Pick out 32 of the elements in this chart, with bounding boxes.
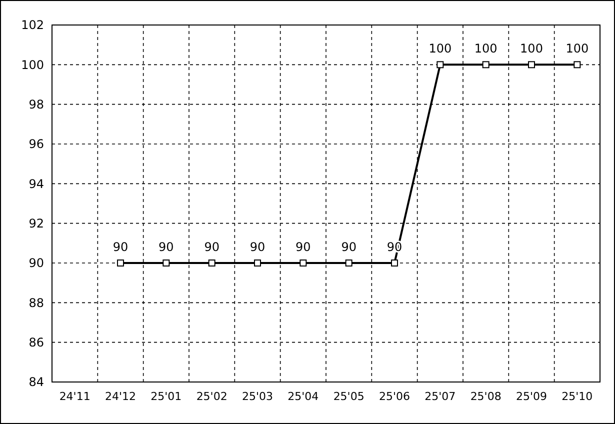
data-label: 100 bbox=[428, 42, 452, 56]
x-tick-label: 24'12 bbox=[104, 390, 136, 403]
y-tick-label: 100 bbox=[21, 58, 44, 72]
x-tick-label: 25'02 bbox=[196, 390, 228, 403]
x-tick-label: 25'10 bbox=[562, 390, 593, 403]
data-label: 90 bbox=[158, 240, 174, 254]
y-tick-label: 102 bbox=[21, 18, 44, 32]
data-label: 90 bbox=[250, 240, 266, 254]
y-tick-label: 88 bbox=[28, 296, 44, 310]
x-tick-label: 25'05 bbox=[333, 390, 364, 403]
y-tick-label: 86 bbox=[28, 336, 44, 350]
data-label: 100 bbox=[474, 42, 498, 56]
x-tick-label: 25'04 bbox=[288, 390, 319, 403]
data-label: 90 bbox=[112, 240, 128, 254]
y-tick-label: 98 bbox=[28, 98, 44, 112]
x-tick-label: 25'08 bbox=[470, 390, 502, 403]
x-tick-label: 25'03 bbox=[242, 390, 274, 403]
x-tick-label: 25'09 bbox=[516, 390, 548, 403]
y-tick-label: 90 bbox=[28, 256, 44, 270]
x-tick-label: 24'11 bbox=[59, 390, 90, 403]
data-label: 100 bbox=[520, 42, 543, 56]
x-tick-label: 25'07 bbox=[424, 390, 456, 403]
y-tick-label: 92 bbox=[28, 216, 44, 231]
data-label: 90 bbox=[204, 240, 220, 254]
data-label: 100 bbox=[566, 42, 589, 56]
x-tick-label: 25'06 bbox=[378, 390, 410, 403]
data-label: 90 bbox=[341, 240, 356, 254]
y-tick-label: 94 bbox=[28, 176, 44, 191]
x-tick-label: 25'01 bbox=[150, 390, 182, 403]
y-tick-label: 84 bbox=[28, 375, 44, 390]
y-tick-label: 96 bbox=[28, 137, 44, 152]
data-label: 90 bbox=[296, 240, 311, 254]
